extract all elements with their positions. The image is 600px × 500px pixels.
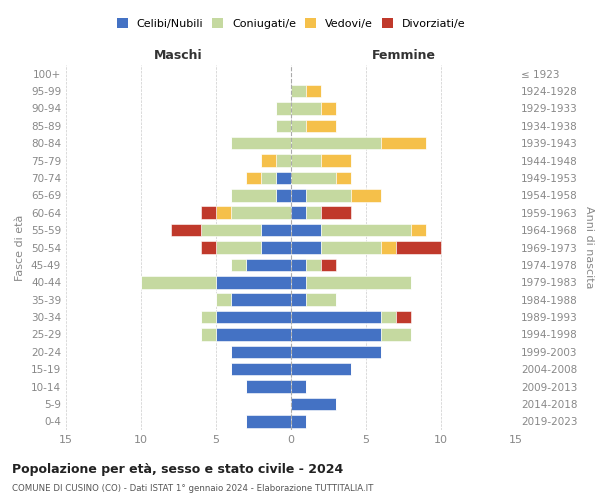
Bar [291,189,306,202]
Bar [381,328,411,340]
Bar [291,224,321,236]
Text: COMUNE DI CUSINO (CO) - Dati ISTAT 1° gennaio 2024 - Elaborazione TUTTITALIA.IT: COMUNE DI CUSINO (CO) - Dati ISTAT 1° ge… [12,484,373,493]
Bar [321,154,351,167]
Bar [216,241,261,254]
Bar [216,328,291,340]
Bar [291,258,306,271]
Bar [291,241,321,254]
Bar [381,137,426,149]
Bar [381,241,396,254]
Bar [231,206,291,219]
Bar [216,294,231,306]
Bar [306,258,321,271]
Bar [306,120,336,132]
Bar [276,102,291,115]
Bar [306,189,351,202]
Y-axis label: Anni di nascita: Anni di nascita [584,206,594,289]
Bar [141,276,216,288]
Bar [216,206,231,219]
Bar [231,258,246,271]
Bar [291,328,381,340]
Text: Femmine: Femmine [371,50,436,62]
Bar [201,241,216,254]
Bar [216,276,291,288]
Bar [291,137,381,149]
Bar [411,224,426,236]
Y-axis label: Fasce di età: Fasce di età [16,214,25,280]
Bar [261,154,276,167]
Bar [246,258,291,271]
Bar [291,380,306,393]
Bar [291,398,336,410]
Text: Maschi: Maschi [154,50,203,62]
Text: Popolazione per età, sesso e stato civile - 2024: Popolazione per età, sesso e stato civil… [12,462,343,475]
Bar [321,258,336,271]
Bar [231,189,276,202]
Bar [231,346,291,358]
Bar [321,224,411,236]
Bar [291,172,336,184]
Bar [171,224,201,236]
Bar [291,363,351,376]
Bar [261,172,276,184]
Bar [336,172,351,184]
Bar [306,206,321,219]
Bar [306,276,411,288]
Bar [351,189,381,202]
Bar [291,154,321,167]
Bar [261,224,291,236]
Legend: Celibi/Nubili, Coniugati/e, Vedovi/e, Divorziati/e: Celibi/Nubili, Coniugati/e, Vedovi/e, Di… [112,14,470,33]
Bar [201,206,216,219]
Bar [276,172,291,184]
Bar [321,102,336,115]
Bar [231,294,291,306]
Bar [291,415,306,428]
Bar [276,154,291,167]
Bar [291,311,381,324]
Bar [306,294,336,306]
Bar [321,206,351,219]
Bar [201,328,216,340]
Bar [201,311,216,324]
Bar [291,85,306,98]
Bar [381,311,396,324]
Bar [306,85,321,98]
Bar [321,241,381,254]
Bar [231,137,291,149]
Bar [291,206,306,219]
Bar [246,380,291,393]
Bar [396,241,441,254]
Bar [216,311,291,324]
Bar [246,172,261,184]
Bar [291,276,306,288]
Bar [396,311,411,324]
Bar [291,102,321,115]
Bar [291,120,306,132]
Bar [231,363,291,376]
Bar [201,224,261,236]
Bar [291,346,381,358]
Bar [261,241,291,254]
Bar [291,294,306,306]
Bar [276,189,291,202]
Bar [276,120,291,132]
Bar [246,415,291,428]
